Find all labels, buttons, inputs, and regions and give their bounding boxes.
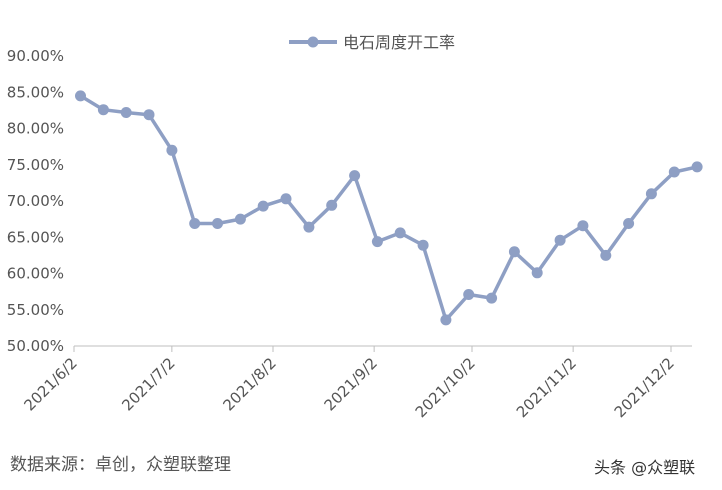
data-point — [463, 289, 475, 300]
legend-point-marker — [307, 36, 319, 48]
x-tick-label: 2021/12/2 — [611, 354, 678, 421]
watermark: 头条 @众塑联 — [594, 458, 696, 477]
y-tick-label: 85.00% — [7, 83, 64, 101]
data-point — [257, 200, 269, 212]
series-line — [79, 94, 698, 322]
y-axis: 90.00% 85.00% 80.00% 75.00% 70.00% 65.00% 60.0… — [7, 47, 64, 355]
x-tick-label: 2021/7/2 — [118, 354, 178, 414]
data-point — [600, 249, 612, 261]
y-tick-label: 55.00% — [7, 301, 64, 319]
source-note: 数据来源：卓创，众塑联整理 — [10, 455, 231, 475]
x-tick-label: 2021/6/2 — [20, 354, 80, 414]
x-axis: 2021/6/2 2021/7/2 2021/8/2 2021/9/2 2021/10/… — [20, 346, 678, 421]
y-tick-label: 80.00% — [7, 120, 64, 138]
data-point — [394, 227, 406, 239]
y-tick-label: 90.00% — [7, 47, 64, 65]
legend-label: 电石周度开工率 — [343, 33, 455, 52]
data-point — [531, 267, 543, 279]
data-point — [349, 170, 361, 182]
data-point — [234, 213, 246, 225]
data-point — [623, 218, 635, 229]
data-point — [668, 166, 680, 178]
data-point — [143, 109, 155, 121]
data-point — [645, 188, 657, 200]
data-point — [371, 236, 383, 248]
x-tick-label: 2021/8/2 — [219, 354, 279, 414]
data-point — [97, 104, 109, 116]
data-point — [75, 90, 86, 102]
data-point — [691, 161, 703, 173]
y-tick-label: 75.00% — [7, 156, 64, 174]
data-point — [440, 314, 452, 326]
legend: 电石周度开工率 — [289, 33, 455, 52]
series-layer — [75, 90, 703, 326]
x-tick-label: 2021/9/2 — [321, 354, 381, 414]
data-point — [326, 199, 338, 211]
data-point — [486, 292, 498, 304]
y-tick-label: 70.00% — [7, 192, 64, 210]
y-tick-label: 60.00% — [7, 265, 64, 283]
data-point — [120, 107, 132, 118]
y-tick-label: 50.00% — [7, 337, 64, 355]
data-point — [280, 193, 292, 205]
data-point — [508, 246, 520, 258]
y-tick-label: 65.00% — [7, 228, 64, 246]
data-point — [166, 144, 178, 156]
x-tick-label: 2021/10/2 — [412, 354, 479, 421]
data-point — [554, 234, 566, 246]
data-point — [577, 220, 589, 232]
data-point — [212, 218, 223, 229]
x-tick-label: 2021/11/2 — [513, 354, 580, 421]
data-point — [417, 239, 429, 251]
data-point — [189, 218, 201, 229]
data-point — [303, 221, 315, 233]
